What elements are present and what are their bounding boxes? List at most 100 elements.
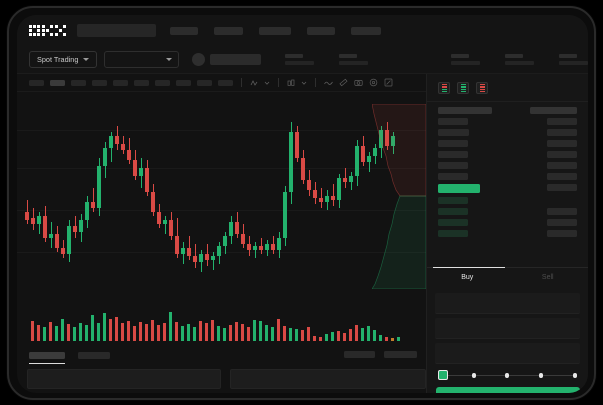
- toolbar-divider: [315, 78, 316, 87]
- timeframe-chip-8[interactable]: [176, 79, 191, 86]
- bottom-tab-1[interactable]: [29, 352, 65, 364]
- orderbook-ask-row[interactable]: [438, 173, 577, 180]
- candle-body: [175, 236, 179, 254]
- timeframe-chip-6[interactable]: [134, 79, 149, 86]
- orderbook-ask-row[interactable]: [438, 162, 577, 169]
- slider-handle[interactable]: [438, 370, 448, 380]
- orderbook-bid-row[interactable]: [438, 219, 577, 226]
- candle-body: [283, 192, 287, 238]
- mode-glyph: [460, 84, 466, 92]
- orderbook-bid-row[interactable]: [438, 197, 577, 204]
- slider-stop-25[interactable]: [472, 373, 477, 378]
- volume-bar: [37, 325, 40, 341]
- toolbar-divider: [278, 78, 279, 87]
- settings-icon[interactable]: [369, 78, 378, 87]
- tab-sell[interactable]: Sell: [541, 274, 554, 281]
- bid-price: [438, 230, 468, 237]
- slider-stop-100[interactable]: [573, 373, 578, 378]
- nav-link-2[interactable]: [214, 26, 244, 35]
- bottom-panel-right[interactable]: [230, 369, 426, 389]
- slider-stop-50[interactable]: [505, 373, 510, 378]
- order-book[interactable]: [427, 102, 588, 237]
- nav-link-1[interactable]: [170, 26, 199, 35]
- volume-bar: [373, 330, 376, 341]
- candle-body: [349, 176, 353, 182]
- orderbook-ask-row[interactable]: [438, 118, 577, 125]
- bid-amount: [547, 230, 577, 237]
- volume-bar: [253, 320, 256, 341]
- ask-amount: [547, 118, 577, 125]
- market-stat: [559, 54, 588, 65]
- volume-bar: [391, 338, 394, 341]
- chevron-down-icon[interactable]: [301, 80, 307, 86]
- submit-buy-button[interactable]: [436, 387, 580, 393]
- bottom-panel-left[interactable]: [27, 369, 221, 389]
- gridline: [17, 210, 426, 211]
- bottom-action-2[interactable]: [384, 351, 417, 358]
- candle-wick: [254, 242, 256, 258]
- line-style-icon[interactable]: [324, 79, 333, 87]
- okx-logo-icon[interactable]: [29, 24, 67, 37]
- order-form-amount-field[interactable]: [435, 318, 580, 339]
- volume-bar: [73, 327, 76, 341]
- ruler-icon[interactable]: [339, 78, 348, 87]
- nav-link-4[interactable]: [307, 26, 336, 35]
- search-input[interactable]: [77, 24, 157, 37]
- timeframe-chip-9[interactable]: [197, 79, 212, 86]
- candle-body: [217, 246, 221, 256]
- timeframe-chip-5[interactable]: [113, 79, 128, 86]
- timeframe-chip-3[interactable]: [71, 79, 86, 86]
- volume-bar: [187, 324, 190, 341]
- spread-amount: [547, 184, 577, 191]
- volume-bar: [217, 326, 220, 341]
- orderbook-mode-asks-icon[interactable]: [476, 82, 488, 94]
- candle-body: [313, 190, 317, 198]
- volume-bar: [385, 337, 388, 341]
- candle-body: [241, 234, 245, 244]
- gridline: [17, 252, 426, 253]
- chevron-down-icon[interactable]: [264, 80, 270, 86]
- camera-icon[interactable]: [354, 78, 363, 87]
- timeframe-chip-4[interactable]: [92, 79, 107, 86]
- tab-buy[interactable]: Buy: [461, 274, 474, 281]
- market-stat: [505, 54, 534, 65]
- order-form-total-field[interactable]: [435, 343, 580, 364]
- bottom-action-1[interactable]: [344, 351, 375, 358]
- volume-bar: [181, 326, 184, 341]
- nav-links: [170, 26, 382, 35]
- orderbook-bid-row[interactable]: [438, 208, 577, 215]
- compare-icon[interactable]: [287, 79, 295, 87]
- volume-bar: [223, 328, 226, 341]
- timeframe-chip-1[interactable]: [29, 79, 44, 86]
- timeframe-chip-7[interactable]: [155, 79, 170, 86]
- amount-slider[interactable]: [438, 370, 581, 381]
- orderbook-mode-bids-icon[interactable]: [457, 82, 469, 94]
- orderbook-mode-both-icon[interactable]: [438, 82, 450, 94]
- volume-bar: [325, 334, 328, 341]
- orderbook-ask-row[interactable]: [438, 151, 577, 158]
- candle-body: [133, 160, 137, 176]
- stat-label: [559, 54, 577, 59]
- timeframe-chip-2[interactable]: [50, 79, 65, 86]
- nav-link-5[interactable]: [351, 26, 382, 35]
- candle-body: [37, 216, 41, 224]
- candle-body: [103, 148, 107, 166]
- volume-bar: [307, 327, 310, 341]
- trading-mode-dropdown[interactable]: Spot Trading: [29, 51, 98, 68]
- bottom-tab-2[interactable]: [78, 352, 110, 359]
- orderbook-bid-row[interactable]: [438, 230, 577, 237]
- orderbook-ask-row[interactable]: [438, 140, 577, 147]
- orderbook-ask-row[interactable]: [438, 129, 577, 136]
- order-form-price-field[interactable]: [435, 293, 580, 314]
- indicator-icon[interactable]: [250, 79, 258, 87]
- bid-price: [438, 208, 468, 215]
- timeframe-chip-10[interactable]: [218, 79, 233, 86]
- nav-link-3[interactable]: [259, 26, 292, 35]
- volume-bar: [157, 325, 160, 341]
- fullscreen-icon[interactable]: [384, 78, 393, 87]
- candle-body: [355, 146, 359, 176]
- volume-bar: [79, 323, 82, 341]
- slider-stop-75[interactable]: [539, 373, 544, 378]
- trading-pair-dropdown[interactable]: [104, 51, 179, 68]
- candlestick-chart[interactable]: [17, 92, 426, 301]
